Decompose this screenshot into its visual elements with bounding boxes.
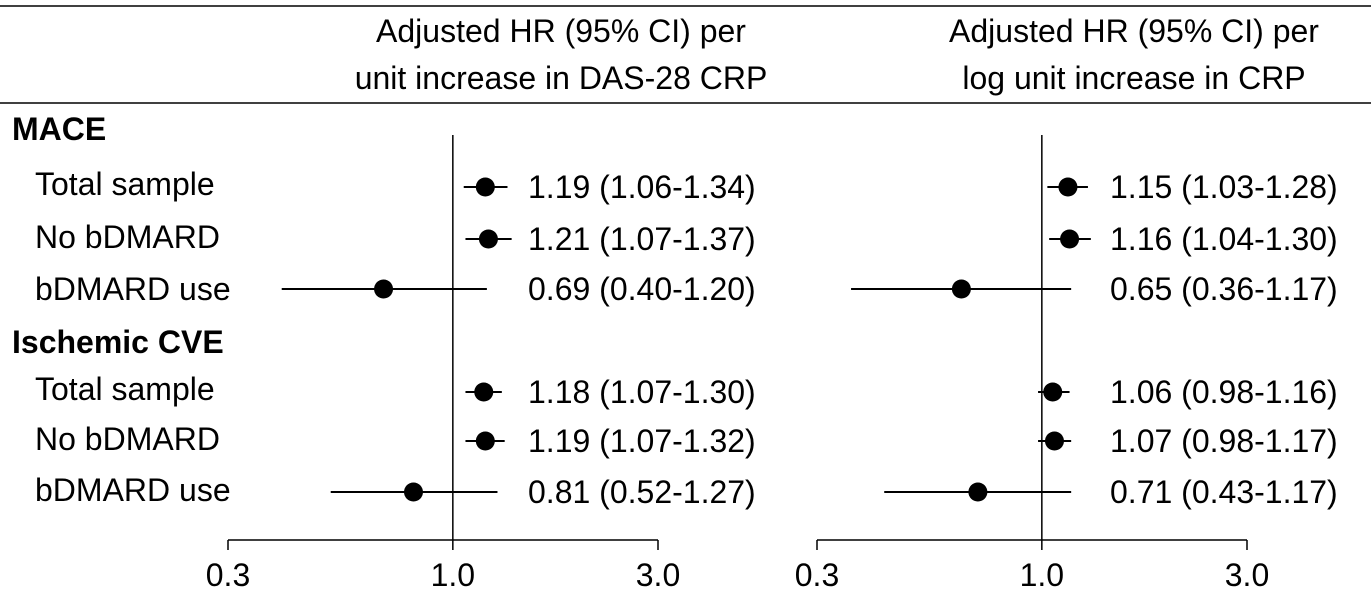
left-header-line-1: Adjusted HR (95% CI) per <box>376 13 746 49</box>
right-x-tick-label: 0.3 <box>795 557 839 590</box>
left-hr-value-label: 1.21 (1.07-1.37) <box>528 221 756 257</box>
right-hr-value-label: 0.65 (0.36-1.17) <box>1110 271 1338 307</box>
left-hr-value-label: 1.19 (1.06-1.34) <box>528 169 756 205</box>
right-hr-value-label: 1.15 (1.03-1.28) <box>1110 169 1338 205</box>
right-x-tick-label: 3.0 <box>1225 557 1269 590</box>
group-title-ischemic-cve: Ischemic CVE <box>12 324 224 360</box>
left-forest-panel: 0.3 1.0 3.0 1.19 (1.06-1.34) 1.21 (1.07-1.37… <box>206 135 756 590</box>
left-point-estimate <box>475 177 495 197</box>
right-point-estimate <box>968 482 988 502</box>
group-title-mace: MACE <box>12 111 106 147</box>
row-label-cve-total-sample: Total sample <box>35 371 215 407</box>
right-hr-value-label: 1.16 (1.04-1.30) <box>1110 221 1338 257</box>
right-panel-header: Adjusted HR (95% CI) per log unit increa… <box>949 13 1319 96</box>
right-point-estimate <box>951 279 971 299</box>
left-point-estimate <box>478 229 498 249</box>
left-hr-value-label: 0.81 (0.52-1.27) <box>528 474 756 510</box>
right-header-line-1: Adjusted HR (95% CI) per <box>949 13 1319 49</box>
left-point-estimate <box>475 431 495 451</box>
left-panel-header: Adjusted HR (95% CI) per unit increase i… <box>355 13 768 96</box>
row-label-cve-no-bdmard: No bDMARD <box>35 421 220 457</box>
right-hr-value-label: 1.06 (0.98-1.16) <box>1110 374 1338 410</box>
right-point-estimate <box>1044 431 1064 451</box>
left-point-estimate <box>474 382 494 402</box>
left-x-tick-label: 0.3 <box>206 557 250 590</box>
right-point-estimate <box>1043 382 1063 402</box>
right-x-tick-label: 1.0 <box>1020 557 1064 590</box>
right-forest-panel: 0.3 1.0 3.0 1.15 (1.03-1.28) 1.16 (1.04-1.30… <box>795 135 1338 590</box>
left-hr-value-label: 1.19 (1.07-1.32) <box>528 423 756 459</box>
left-header-line-2: unit increase in DAS-28 CRP <box>355 60 768 96</box>
left-x-tick-label: 3.0 <box>636 557 680 590</box>
left-x-tick-label: 1.0 <box>431 557 475 590</box>
right-point-estimate <box>1058 177 1078 197</box>
row-label-mace-bdmard-use: bDMARD use <box>35 271 231 307</box>
left-hr-value-label: 0.69 (0.40-1.20) <box>528 271 756 307</box>
right-point-estimate <box>1060 229 1080 249</box>
row-label-mace-no-bdmard: No bDMARD <box>35 219 220 255</box>
right-hr-value-label: 1.07 (0.98-1.17) <box>1110 423 1338 459</box>
row-label-cve-bdmard-use: bDMARD use <box>35 472 231 508</box>
right-hr-value-label: 0.71 (0.43-1.17) <box>1110 474 1338 510</box>
left-point-estimate <box>403 482 423 502</box>
left-hr-value-label: 1.18 (1.07-1.30) <box>528 374 756 410</box>
row-label-mace-total-sample: Total sample <box>35 166 215 202</box>
right-header-line-2: log unit increase in CRP <box>962 60 1305 96</box>
left-point-estimate <box>374 279 394 299</box>
